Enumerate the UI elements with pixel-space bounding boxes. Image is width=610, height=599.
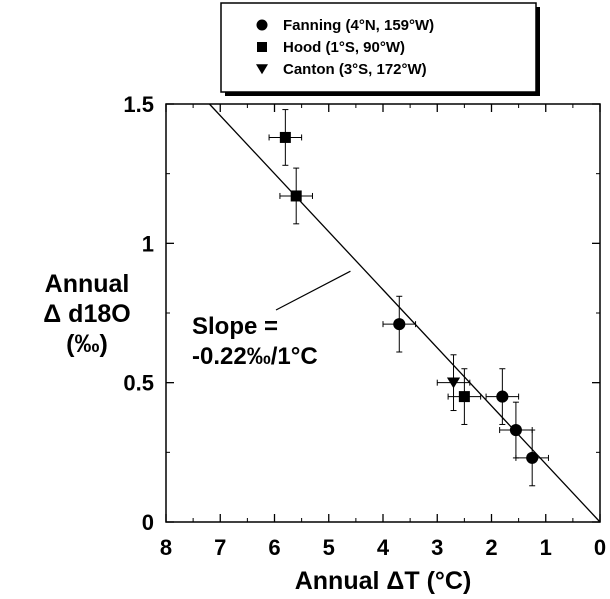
marker-circle <box>496 390 509 403</box>
marker-circle <box>393 318 406 331</box>
legend-box <box>220 2 537 93</box>
regression-line <box>208 103 601 523</box>
x-tick-label-3: 3 <box>431 535 443 560</box>
annotation-line-1: Slope = <box>192 313 278 340</box>
tick-labels: 8 7 6 5 4 3 2 1 0 0 0.5 1 1.5 <box>123 92 606 560</box>
y-tick-label-0: 0 <box>142 510 154 535</box>
x-tick-label-6: 6 <box>268 535 280 560</box>
y-axis-title-line-2: Δ d18O <box>43 300 130 328</box>
marker-square <box>290 190 302 202</box>
data-point-circle-1 <box>485 368 520 425</box>
x-tick-label-4: 4 <box>377 535 390 560</box>
legend: Fanning (4°N, 159°W) Hood (1°S, 90°W) Cant… <box>220 2 540 96</box>
y-tick-label-0.5: 0.5 <box>123 371 154 396</box>
x-tick-label-8: 8 <box>160 535 172 560</box>
x-tick-label-2: 2 <box>485 535 497 560</box>
data-points <box>268 109 549 487</box>
data-point-square-0 <box>268 109 303 166</box>
data-point-circle-0 <box>382 295 417 353</box>
legend-label-1: Hood (1°S, 90°W) <box>283 39 405 56</box>
y-axis-title-line-3: (‰) <box>66 330 108 358</box>
legend-marker-triangle-down <box>256 64 268 75</box>
x-tick-label-1: 1 <box>540 535 552 560</box>
slope-annotation: Slope = -0.22‰/1°C <box>192 270 351 370</box>
marker-square <box>279 131 291 143</box>
legend-label-0: Fanning (4°N, 159°W) <box>283 17 434 34</box>
marker-square <box>458 391 470 403</box>
x-tick-label-5: 5 <box>323 535 335 560</box>
data-point-square-1 <box>279 167 313 225</box>
annotation-pointer-line <box>275 270 351 311</box>
axis-ticks <box>165 103 601 523</box>
y-tick-label-1.5: 1.5 <box>123 92 154 117</box>
annotation-line-2: -0.22‰/1°C <box>192 343 318 370</box>
legend-marker-square <box>257 42 267 52</box>
y-tick-label-1: 1 <box>142 231 154 256</box>
marker-circle <box>509 423 522 437</box>
x-axis-title: Annual ΔT (°C) <box>295 567 472 595</box>
marker-circle <box>526 451 539 464</box>
x-tick-label-7: 7 <box>214 535 226 560</box>
legend-label-2: Canton (3°S, 172°W) <box>283 61 427 78</box>
data-point-circle-3 <box>515 429 549 487</box>
marker-triangle-down <box>446 377 461 389</box>
legend-marker-circle <box>256 19 268 31</box>
data-point-triangle-down-0 <box>436 354 471 412</box>
data-point-square-2 <box>447 368 482 425</box>
y-axis-title-line-1: Annual <box>45 270 130 298</box>
data-point-circle-2 <box>499 401 533 459</box>
y-axis-title: Annual Δ d18O (‰) <box>43 270 130 358</box>
x-tick-label-0: 0 <box>594 535 606 560</box>
